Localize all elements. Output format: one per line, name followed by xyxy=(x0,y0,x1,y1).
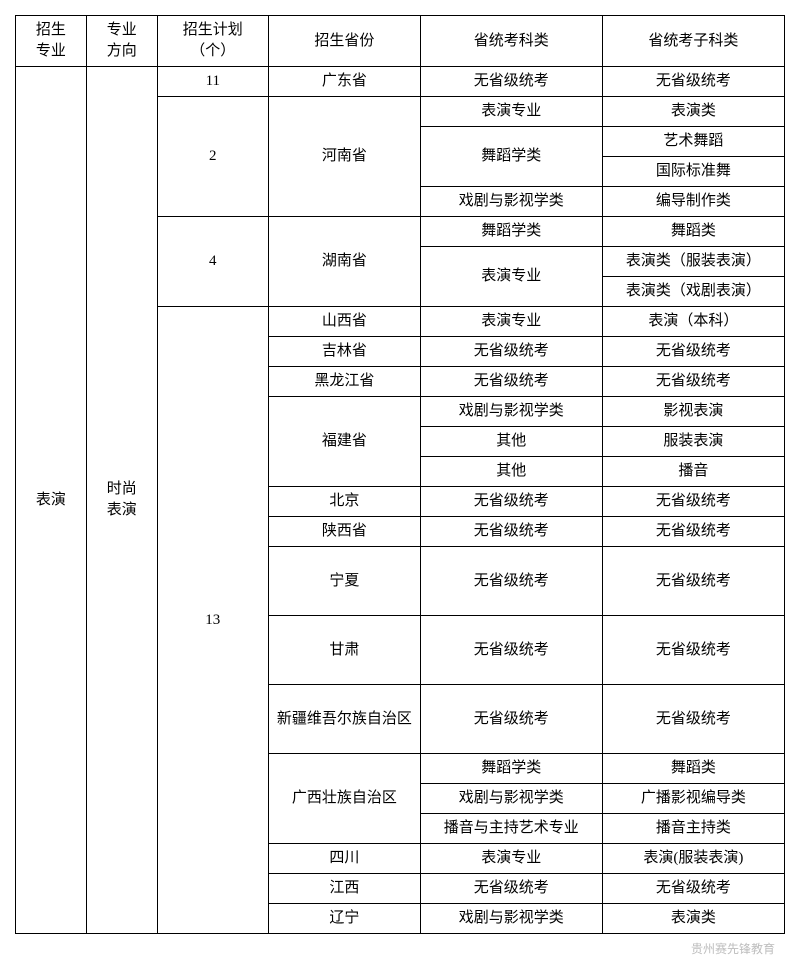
cell-category: 无省级统考 xyxy=(420,616,602,685)
cell-province: 江西 xyxy=(268,874,420,904)
cell-category: 无省级统考 xyxy=(420,547,602,616)
cell-subcategory: 服装表演 xyxy=(602,427,784,457)
admissions-table: 招生专业 专业方向 招生计划（个） 招生省份 省统考科类 省统考子科类 表演 时… xyxy=(15,15,785,934)
cell-province: 山西省 xyxy=(268,307,420,337)
cell-plan: 4 xyxy=(157,217,268,307)
cell-subcategory: 无省级统考 xyxy=(602,685,784,754)
col-province: 招生省份 xyxy=(268,16,420,67)
cell-subcategory: 无省级统考 xyxy=(602,874,784,904)
cell-category: 无省级统考 xyxy=(420,367,602,397)
cell-category: 戏剧与影视学类 xyxy=(420,397,602,427)
cell-plan: 2 xyxy=(157,97,268,217)
cell-plan: 13 xyxy=(157,307,268,934)
cell-subcategory: 表演类 xyxy=(602,904,784,934)
cell-subcategory: 无省级统考 xyxy=(602,487,784,517)
cell-category: 戏剧与影视学类 xyxy=(420,784,602,814)
cell-category: 戏剧与影视学类 xyxy=(420,904,602,934)
cell-subcategory: 无省级统考 xyxy=(602,616,784,685)
cell-category: 无省级统考 xyxy=(420,874,602,904)
cell-province: 吉林省 xyxy=(268,337,420,367)
cell-category: 舞蹈学类 xyxy=(420,754,602,784)
cell-subcategory: 广播影视编导类 xyxy=(602,784,784,814)
col-subcategory: 省统考子科类 xyxy=(602,16,784,67)
cell-category: 舞蹈学类 xyxy=(420,127,602,187)
cell-category: 表演专业 xyxy=(420,247,602,307)
cell-subcategory: 播音 xyxy=(602,457,784,487)
cell-major: 表演 xyxy=(16,67,87,934)
cell-subcategory: 表演类（服装表演） xyxy=(602,247,784,277)
cell-subcategory: 播音主持类 xyxy=(602,814,784,844)
cell-subcategory: 无省级统考 xyxy=(602,367,784,397)
cell-province: 北京 xyxy=(268,487,420,517)
cell-subcategory: 国际标准舞 xyxy=(602,157,784,187)
cell-subcategory: 艺术舞蹈 xyxy=(602,127,784,157)
cell-province: 广东省 xyxy=(268,67,420,97)
cell-subcategory: 舞蹈类 xyxy=(602,217,784,247)
cell-subcategory: 无省级统考 xyxy=(602,67,784,97)
cell-plan: 11 xyxy=(157,67,268,97)
header-row: 招生专业 专业方向 招生计划（个） 招生省份 省统考科类 省统考子科类 xyxy=(16,16,785,67)
cell-category: 播音与主持艺术专业 xyxy=(420,814,602,844)
cell-subcategory: 表演类（戏剧表演） xyxy=(602,277,784,307)
cell-category: 戏剧与影视学类 xyxy=(420,187,602,217)
col-plan: 招生计划（个） xyxy=(157,16,268,67)
watermark-text: 贵州赛先锋教育 xyxy=(691,940,775,957)
cell-category: 表演专业 xyxy=(420,844,602,874)
cell-subcategory: 无省级统考 xyxy=(602,517,784,547)
cell-province: 新疆维吾尔族自治区 xyxy=(268,685,420,754)
cell-province: 黑龙江省 xyxy=(268,367,420,397)
cell-subcategory: 表演(服装表演) xyxy=(602,844,784,874)
cell-province: 陕西省 xyxy=(268,517,420,547)
cell-category: 表演专业 xyxy=(420,97,602,127)
cell-province: 四川 xyxy=(268,844,420,874)
col-category: 省统考科类 xyxy=(420,16,602,67)
cell-subcategory: 舞蹈类 xyxy=(602,754,784,784)
cell-category: 舞蹈学类 xyxy=(420,217,602,247)
col-direction: 专业方向 xyxy=(86,16,157,67)
cell-province: 甘肃 xyxy=(268,616,420,685)
cell-subcategory: 无省级统考 xyxy=(602,547,784,616)
cell-category: 无省级统考 xyxy=(420,67,602,97)
cell-category: 无省级统考 xyxy=(420,517,602,547)
col-major: 招生专业 xyxy=(16,16,87,67)
cell-subcategory: 无省级统考 xyxy=(602,337,784,367)
cell-subcategory: 表演类 xyxy=(602,97,784,127)
cell-category: 无省级统考 xyxy=(420,337,602,367)
cell-category: 无省级统考 xyxy=(420,685,602,754)
cell-subcategory: 编导制作类 xyxy=(602,187,784,217)
cell-province: 湖南省 xyxy=(268,217,420,307)
cell-subcategory: 表演（本科） xyxy=(602,307,784,337)
cell-subcategory: 影视表演 xyxy=(602,397,784,427)
cell-direction: 时尚表演 xyxy=(86,67,157,934)
cell-province: 宁夏 xyxy=(268,547,420,616)
cell-category: 其他 xyxy=(420,457,602,487)
cell-province: 广西壮族自治区 xyxy=(268,754,420,844)
cell-category: 其他 xyxy=(420,427,602,457)
cell-category: 无省级统考 xyxy=(420,487,602,517)
cell-province: 福建省 xyxy=(268,397,420,487)
table-row: 表演 时尚表演 11 广东省 无省级统考 无省级统考 xyxy=(16,67,785,97)
cell-province: 河南省 xyxy=(268,97,420,217)
cell-province: 辽宁 xyxy=(268,904,420,934)
cell-category: 表演专业 xyxy=(420,307,602,337)
